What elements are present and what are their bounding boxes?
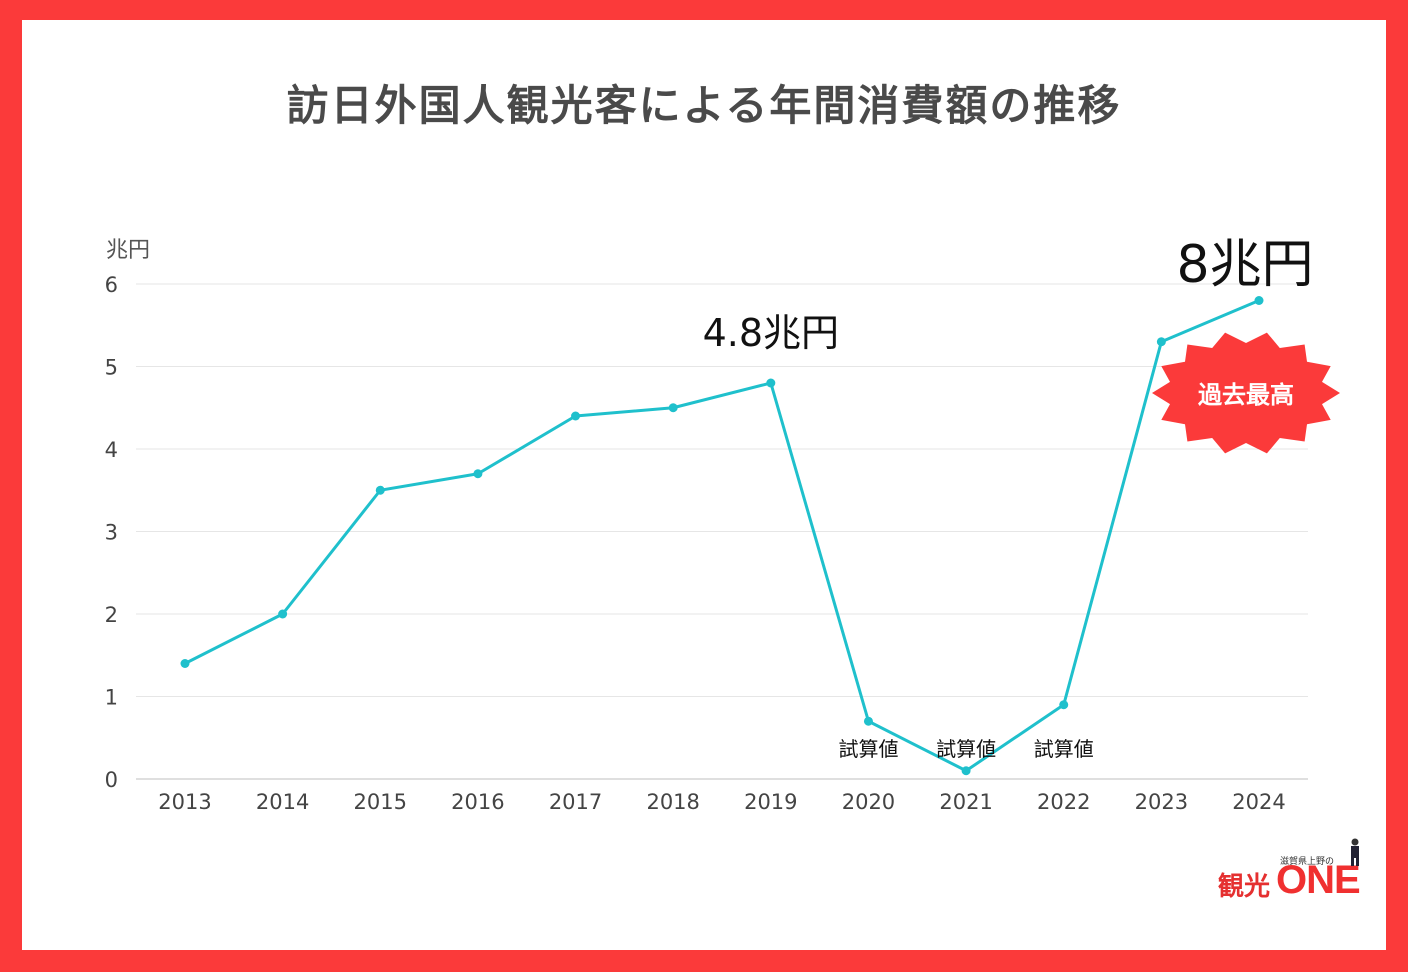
series-line <box>184 299 1260 773</box>
y-axis-unit-label: 兆円 <box>106 238 151 263</box>
x-tick-label: 2016 <box>451 790 504 814</box>
x-tick-label: 2022 <box>1037 790 1090 814</box>
data-point <box>1059 700 1069 710</box>
x-tick-label: 2021 <box>939 790 992 814</box>
record-high-badge <box>1152 332 1340 454</box>
data-point <box>863 716 873 726</box>
x-tick-label: 2019 <box>744 790 797 814</box>
x-tick-label: 2015 <box>354 790 407 814</box>
x-tick-label: 2018 <box>646 790 699 814</box>
y-tick-label: 3 <box>105 521 118 545</box>
y-tick-label: 2 <box>105 603 118 627</box>
x-tick-label: 2014 <box>256 790 309 814</box>
data-point <box>571 411 581 421</box>
logo-kanji: 観光 <box>1218 872 1271 902</box>
y-tick-label: 0 <box>105 768 118 792</box>
x-tick-label: 2017 <box>549 790 602 814</box>
chart-card <box>22 20 1386 950</box>
y-tick-label: 6 <box>105 273 118 297</box>
data-point <box>473 469 483 479</box>
x-tick-label: 2013 <box>158 790 211 814</box>
logo-one: ONE <box>1276 858 1361 902</box>
annotation-label: 試算値 <box>1034 737 1094 761</box>
data-point <box>1254 296 1264 305</box>
kanko-one-logo: 滋賀県上野の 観光 ONE <box>1214 838 1374 912</box>
y-tick-label: 5 <box>105 356 118 380</box>
data-point <box>278 609 288 619</box>
data-point <box>961 766 971 776</box>
data-point <box>375 485 385 495</box>
x-tick-label: 2024 <box>1232 790 1285 814</box>
y-tick-label: 4 <box>105 438 118 462</box>
y-tick-label: 1 <box>105 686 118 710</box>
x-tick-label: 2023 <box>1135 790 1188 814</box>
logo-person-icon <box>1351 838 1359 866</box>
x-tick-label: 2020 <box>842 790 895 814</box>
record-high-badge-label: 過去最高 <box>1198 381 1294 409</box>
logo-subtitle: 滋賀県上野の <box>1280 857 1335 867</box>
annotation-label: 試算値 <box>838 737 898 761</box>
chart-title: 訪日外国人観光客による年間消費額の推移 <box>286 81 1122 130</box>
annotation-label: 試算値 <box>936 737 996 761</box>
data-point <box>766 378 776 388</box>
data-point <box>668 403 678 413</box>
annotation-label: 8兆円 <box>1176 235 1313 295</box>
annotation-label: 4.8兆円 <box>703 311 839 355</box>
data-point <box>1156 337 1166 347</box>
data-point <box>180 659 190 668</box>
